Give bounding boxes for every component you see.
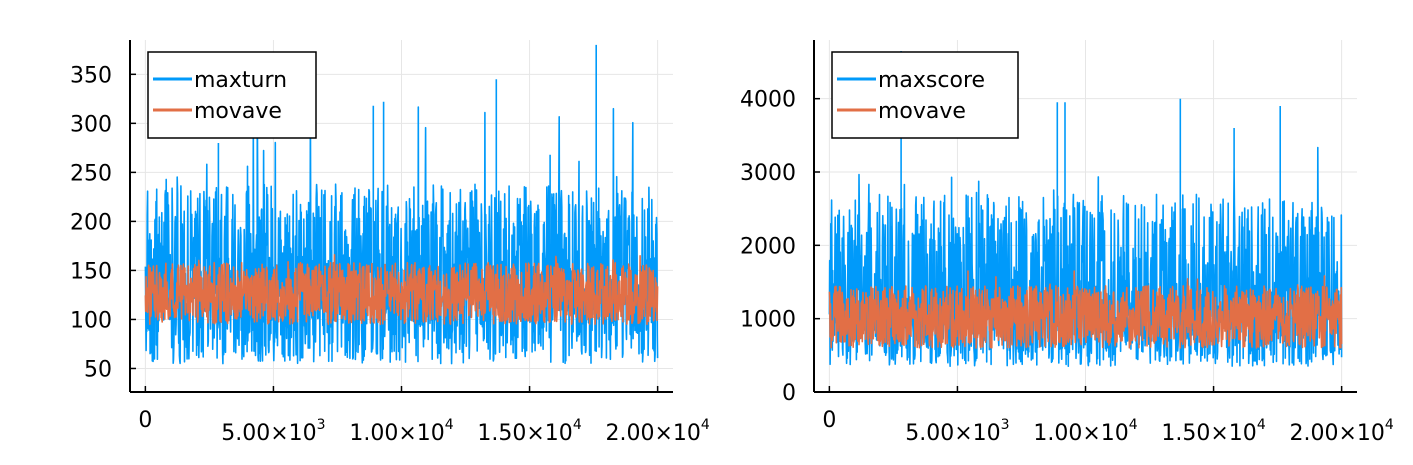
x-tick-label: 0 (822, 408, 836, 433)
x-tick-label: 2.00×104 (1289, 417, 1393, 446)
y-tick-label: 50 (84, 357, 112, 382)
x-tick-label: 1.50×104 (1161, 417, 1265, 446)
legend-label-movave: movave (194, 99, 282, 124)
x-tick-label: 2.00×104 (605, 417, 709, 446)
x-tick-labels: 0 5.00×103 1.00×104 1.50×104 2.00×104 (138, 408, 710, 446)
x-tick-label: 1.00×104 (349, 417, 453, 446)
legend-box (831, 51, 1019, 139)
series-line-movave (144, 254, 659, 326)
chart-maxscore: 0 1000 2000 3000 4000 0 5.00×103 1.00×104 1.50×… (740, 40, 1394, 446)
y-tick-label: 0 (782, 381, 796, 406)
y-tick-label: 2000 (740, 234, 796, 259)
y-tick-label: 300 (70, 112, 112, 137)
x-tick-labels: 0 5.00×103 1.00×104 1.50×104 2.00×104 (822, 408, 1394, 446)
x-tick-label: 5.00×103 (905, 417, 1009, 446)
y-tick-label: 150 (70, 259, 112, 284)
chart-maxturn: 50 100 150 200 250 300 350 0 5.00×103 1.00×104 1.… (70, 40, 710, 446)
legend-label-maxturn: maxturn (194, 68, 287, 93)
series-group (144, 44, 659, 365)
y-tick-label: 1000 (740, 308, 796, 333)
y-tick-label: 200 (70, 210, 112, 235)
y-tick-label: 100 (70, 308, 112, 333)
series-group (828, 51, 1343, 367)
axes (129, 40, 673, 393)
axes (813, 40, 1357, 393)
series-line-movave (828, 270, 1343, 349)
legend-box (147, 51, 317, 139)
y-tick-labels: 50 100 150 200 250 300 350 (70, 63, 112, 382)
x-tick-label: 1.50×104 (477, 417, 581, 446)
y-tick-labels: 0 1000 2000 3000 4000 (740, 88, 796, 406)
legend-label-movave: movave (878, 99, 966, 124)
x-tick-label: 5.00×103 (221, 417, 325, 446)
y-tick-label: 3000 (740, 161, 796, 186)
x-tick-label: 1.00×104 (1033, 417, 1137, 446)
y-tick-label: 350 (70, 63, 112, 88)
legend: maxscore movave (831, 51, 1019, 139)
y-tick-label: 4000 (740, 88, 796, 113)
legend-label-maxscore: maxscore (878, 68, 985, 93)
legend: maxturn movave (147, 51, 317, 139)
x-tick-label: 0 (138, 408, 152, 433)
y-tick-label: 250 (70, 161, 112, 186)
